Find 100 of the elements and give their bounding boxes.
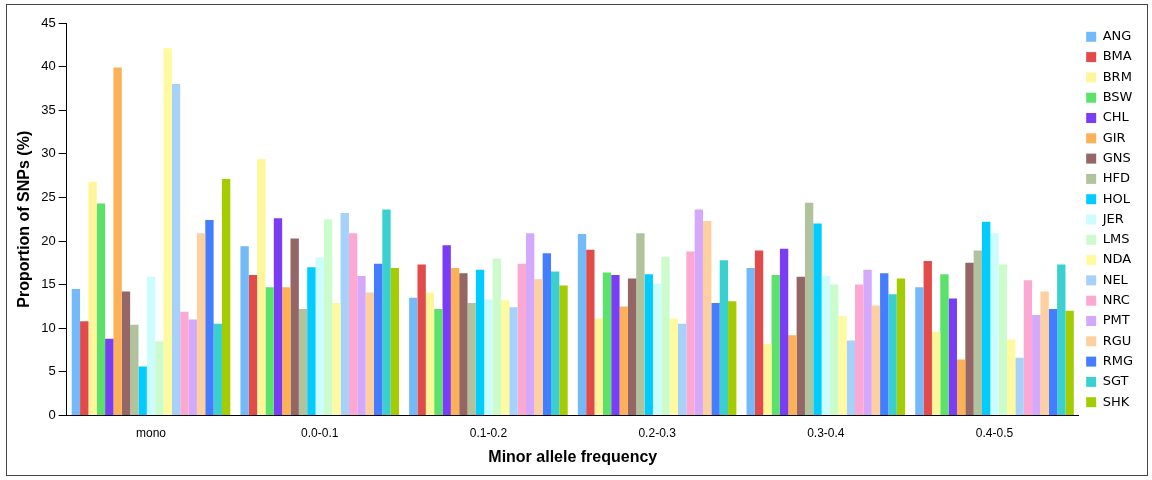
- bar: [1065, 310, 1074, 415]
- legend-label: NRC: [1102, 292, 1130, 308]
- bar: [484, 299, 493, 415]
- bar: [855, 284, 864, 415]
- y-tick-label: 30: [41, 145, 56, 161]
- legend-label: CHL: [1102, 109, 1130, 125]
- x-tick-label: 0.4-0.5: [975, 425, 1014, 440]
- bar: [804, 202, 814, 415]
- bar: [113, 67, 122, 415]
- legend-label: HOL: [1102, 190, 1131, 206]
- legend-label: BRM: [1102, 68, 1132, 84]
- bar: [838, 315, 847, 415]
- bar: [290, 238, 299, 415]
- bar: [915, 287, 924, 415]
- bar: [888, 294, 897, 415]
- legend-label: RMG: [1102, 352, 1134, 368]
- bar: [940, 274, 949, 415]
- bar: [382, 209, 391, 415]
- bar: [121, 291, 131, 415]
- bar: [542, 253, 552, 415]
- bar: [221, 179, 231, 415]
- bar: [694, 209, 704, 415]
- y-tick-label: 5: [48, 363, 56, 379]
- bar: [821, 275, 830, 415]
- bar: [1057, 264, 1066, 415]
- x-tick-label: 0.1-0.2: [469, 425, 508, 440]
- bar: [871, 305, 881, 415]
- bar: [323, 219, 333, 415]
- bar: [669, 318, 678, 415]
- bar: [602, 272, 612, 415]
- bar: [619, 306, 628, 415]
- legend-label: GNS: [1102, 149, 1131, 165]
- bar: [965, 262, 974, 415]
- bar: [559, 285, 568, 415]
- bar: [788, 335, 797, 415]
- bar: [577, 234, 587, 415]
- bar: [240, 246, 249, 415]
- y-tick-label: 15: [41, 276, 56, 292]
- bar: [1032, 315, 1041, 415]
- y-tick-label: 0: [48, 406, 56, 422]
- bar: [265, 287, 274, 415]
- bar: [779, 248, 789, 415]
- bar: [442, 245, 451, 415]
- bar: [896, 278, 906, 415]
- bar: [425, 292, 435, 415]
- x-tick-label: 0.2-0.3: [638, 425, 677, 440]
- bar: [373, 263, 383, 415]
- bar: [846, 340, 856, 415]
- y-tick-label: 25: [41, 188, 56, 204]
- legend-label: GIR: [1102, 129, 1126, 145]
- bar: [509, 307, 518, 415]
- legend-label: SGT: [1102, 373, 1129, 389]
- bar: [931, 331, 941, 415]
- bar: [728, 301, 737, 415]
- bar: [130, 324, 139, 415]
- bar: [525, 233, 535, 415]
- bar: [307, 267, 316, 415]
- bar: [586, 249, 595, 415]
- bar: [88, 181, 97, 415]
- bar: [357, 275, 366, 415]
- bar: [703, 220, 712, 415]
- bar: [719, 260, 729, 415]
- bar: [627, 278, 637, 415]
- bar: [500, 300, 510, 415]
- bar: [71, 288, 81, 415]
- bar: [409, 297, 418, 415]
- bar: [517, 263, 526, 415]
- bar: [163, 48, 172, 415]
- bar: [771, 275, 780, 415]
- bar: [298, 309, 308, 415]
- y-tick-label: 10: [41, 319, 56, 335]
- legend-label: PMT: [1102, 312, 1130, 328]
- bar: [146, 276, 156, 415]
- bar: [155, 341, 164, 415]
- bar: [257, 159, 266, 415]
- bar: [459, 273, 468, 415]
- bar: [611, 275, 620, 415]
- bar: [923, 261, 932, 415]
- legend-label: RGU: [1102, 332, 1132, 348]
- bar: [390, 268, 400, 415]
- bar: [880, 273, 889, 415]
- y-tick-label: 45: [41, 14, 56, 30]
- bar: [746, 268, 755, 415]
- bar: [661, 256, 670, 415]
- bar: [332, 302, 341, 415]
- bar: [348, 233, 358, 415]
- bar: [534, 279, 543, 415]
- bar: [475, 269, 485, 415]
- bar: [677, 323, 687, 415]
- bar: [365, 292, 374, 415]
- bar: [754, 250, 764, 415]
- bar: [594, 318, 603, 415]
- bar: [248, 275, 258, 415]
- bar: [998, 264, 1008, 415]
- bar: [636, 233, 645, 415]
- bar: [467, 302, 476, 415]
- bar: [273, 218, 283, 415]
- bar: [80, 321, 89, 415]
- bar: [138, 366, 147, 415]
- legend-label: BMA: [1102, 48, 1132, 64]
